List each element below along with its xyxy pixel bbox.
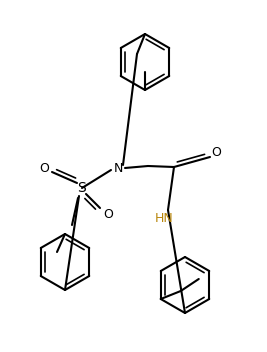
Text: O: O	[103, 207, 113, 220]
Text: HN: HN	[155, 212, 173, 225]
Text: O: O	[211, 145, 221, 158]
Text: N: N	[113, 162, 123, 175]
Text: S: S	[78, 181, 87, 195]
Text: O: O	[39, 162, 49, 175]
